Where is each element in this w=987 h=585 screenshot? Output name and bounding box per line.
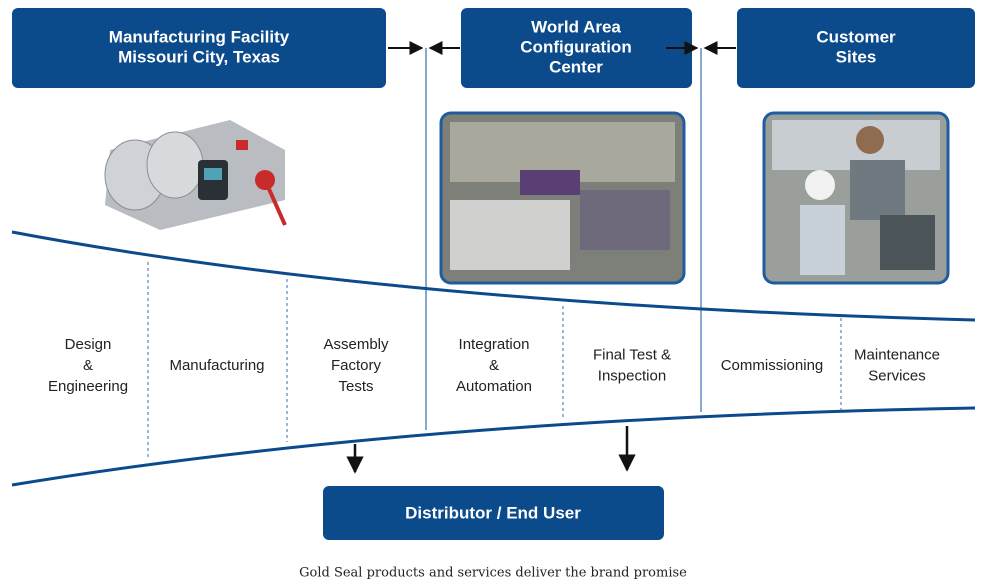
actuator-image bbox=[105, 120, 285, 230]
destination-label: Distributor / End User bbox=[405, 503, 581, 522]
stage-label: Commissioning bbox=[721, 357, 824, 374]
box-label: Customer bbox=[816, 27, 896, 46]
stage-label: Manufacturing bbox=[169, 357, 264, 374]
stage-label: Engineering bbox=[48, 378, 128, 395]
lower-curve bbox=[12, 408, 975, 485]
box-label: Sites bbox=[836, 47, 877, 66]
stage-label: & bbox=[489, 357, 499, 374]
box-label: Manufacturing Facility bbox=[109, 27, 290, 46]
stage-label: Factory bbox=[331, 357, 382, 374]
site-photo bbox=[764, 113, 948, 283]
box-label: Missouri City, Texas bbox=[118, 47, 280, 66]
stage-label: Automation bbox=[456, 378, 532, 395]
stage-label: Maintenance bbox=[854, 346, 940, 363]
stage-label: Final Test & bbox=[593, 346, 671, 363]
box-label: Configuration bbox=[520, 37, 631, 56]
caption: Gold Seal products and services deliver … bbox=[299, 566, 687, 581]
stage-label: Integration bbox=[459, 336, 530, 353]
stage-label: Services bbox=[868, 367, 926, 384]
factory-photo bbox=[441, 113, 684, 283]
stage-label: Tests bbox=[338, 378, 373, 395]
diagram: Distributor / End User Gold Seal product… bbox=[0, 0, 987, 585]
stage-label: Assembly bbox=[323, 336, 389, 353]
stage-label: & bbox=[83, 357, 93, 374]
stage-label: Design bbox=[65, 336, 112, 353]
stage-label: Inspection bbox=[598, 367, 666, 384]
box-label: Center bbox=[549, 57, 603, 76]
box-label: World Area bbox=[531, 17, 621, 36]
